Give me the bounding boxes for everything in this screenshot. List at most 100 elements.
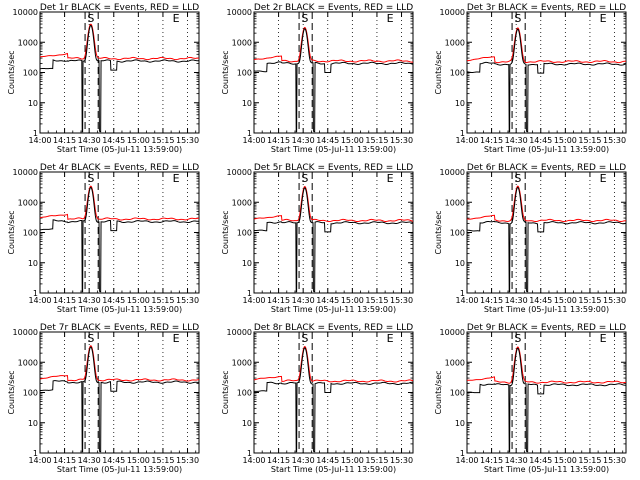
y-axis-label: Counts/sec [434, 50, 443, 94]
y-tick-label: 1 [460, 449, 465, 458]
x-tick-label: 15:15 [151, 136, 174, 145]
series-events-line [39, 24, 200, 133]
x-tick-label: 14:30 [292, 456, 315, 465]
series-events-line [466, 186, 627, 293]
y-tick-label: 10 [455, 99, 465, 108]
y-axis-label: Counts/sec [7, 210, 16, 254]
x-axis-label: Start Time (05-Jul-11 13:59:00) [271, 145, 396, 154]
panel-title: Det 3r BLACK = Events, RED = LLD [467, 3, 626, 13]
y-tick-label: 10000 [440, 328, 465, 337]
panel-det-1: Det 1r BLACK = Events, RED = LLD 1 10 100 10… [7, 3, 200, 154]
x-tick-label: 14:45 [316, 136, 339, 145]
series-lld-line [39, 345, 200, 382]
y-tick-label: 100 [23, 389, 38, 398]
plot-frame [39, 11, 200, 134]
y-tick-label: 10000 [440, 168, 465, 177]
series-events-line [466, 347, 627, 453]
marker-label: S [514, 172, 521, 185]
y-tick-label: 10 [28, 99, 38, 108]
marker-label: S [301, 172, 308, 185]
y-tick-label: 10 [28, 419, 38, 428]
x-tick-label: 14:00 [455, 296, 478, 305]
marker-label: E [600, 172, 607, 185]
marker-label: S [301, 12, 308, 25]
x-tick-label: 15:00 [127, 136, 150, 145]
x-tick-label: 15:15 [365, 296, 388, 305]
x-tick-label: 14:30 [78, 456, 101, 465]
panel-det-2: Det 2r BLACK = Events, RED = LLD 1 10 100 10… [221, 3, 414, 154]
series-lld-line [253, 26, 414, 63]
x-axis-label: Start Time (05-Jul-11 13:59:00) [57, 305, 182, 314]
x-tick-label: 15:00 [341, 296, 364, 305]
x-tick-label: 14:15 [267, 296, 290, 305]
x-tick-label: 14:00 [242, 296, 265, 305]
x-tick-label: 14:45 [316, 456, 339, 465]
x-tick-label: 15:15 [578, 136, 601, 145]
x-tick-label: 14:15 [53, 296, 76, 305]
panel-title: Det 2r BLACK = Events, RED = LLD [254, 3, 413, 13]
plot-frame [253, 331, 414, 454]
y-tick-label: 1 [33, 289, 38, 298]
y-tick-label: 1000 [232, 198, 252, 207]
x-axis-label: Start Time (05-Jul-11 13:59:00) [57, 145, 182, 154]
plot-frame [253, 11, 414, 134]
y-tick-label: 100 [450, 69, 465, 78]
x-tick-label: 14:15 [480, 136, 503, 145]
x-tick-label: 15:30 [176, 296, 199, 305]
y-tick-label: 10 [242, 99, 252, 108]
y-tick-label: 1 [460, 289, 465, 298]
y-tick-label: 100 [237, 389, 252, 398]
y-tick-label: 1000 [232, 358, 252, 367]
panel-title: Det 8r BLACK = Events, RED = LLD [254, 323, 413, 333]
y-tick-label: 100 [450, 229, 465, 238]
x-tick-label: 15:30 [390, 136, 413, 145]
panel-det-6: Det 6r BLACK = Events, RED = LLD 1 10 100 10… [434, 163, 627, 314]
y-axis-label: Counts/sec [7, 50, 16, 94]
x-tick-label: 15:00 [554, 456, 577, 465]
y-tick-label: 10 [28, 259, 38, 268]
x-tick-label: 14:15 [480, 296, 503, 305]
y-tick-label: 100 [237, 69, 252, 78]
y-axis-label: Counts/sec [221, 50, 230, 94]
panel-det-4: Det 4r BLACK = Events, RED = LLD 1 10 100 10… [7, 163, 200, 314]
y-tick-label: 10000 [13, 168, 38, 177]
y-tick-label: 1000 [445, 198, 465, 207]
x-axis-label: Start Time (05-Jul-11 13:59:00) [271, 465, 396, 474]
series-events-line [466, 28, 627, 133]
x-tick-label: 14:15 [267, 456, 290, 465]
panel-det-9: Det 9r BLACK = Events, RED = LLD 1 10 100 10… [434, 323, 627, 474]
y-tick-label: 10000 [440, 8, 465, 17]
y-tick-label: 1 [460, 129, 465, 138]
x-tick-label: 15:15 [151, 456, 174, 465]
x-tick-label: 14:00 [28, 456, 51, 465]
marker-label: E [387, 172, 394, 185]
panel-title: Det 1r BLACK = Events, RED = LLD [40, 3, 199, 13]
panel-title: Det 4r BLACK = Events, RED = LLD [40, 163, 199, 173]
x-tick-label: 14:30 [292, 136, 315, 145]
marker-label: E [600, 332, 607, 345]
x-tick-label: 14:45 [102, 456, 125, 465]
x-tick-label: 15:00 [127, 456, 150, 465]
series-events-line [253, 28, 414, 133]
y-tick-label: 1 [247, 449, 252, 458]
x-tick-label: 14:00 [455, 456, 478, 465]
y-tick-label: 1000 [445, 358, 465, 367]
x-tick-label: 14:30 [78, 296, 101, 305]
y-tick-label: 1000 [18, 38, 38, 47]
x-tick-label: 14:45 [529, 296, 552, 305]
marker-label: S [514, 12, 521, 25]
y-tick-label: 1 [33, 129, 38, 138]
x-tick-label: 14:00 [242, 136, 265, 145]
y-tick-label: 10 [242, 259, 252, 268]
x-tick-label: 15:15 [578, 296, 601, 305]
x-axis-label: Start Time (05-Jul-11 13:59:00) [484, 465, 609, 474]
y-tick-label: 10 [455, 419, 465, 428]
y-tick-label: 1000 [18, 198, 38, 207]
panel-title: Det 6r BLACK = Events, RED = LLD [467, 163, 626, 173]
panel-det-5: Det 5r BLACK = Events, RED = LLD 1 10 100 10… [221, 163, 414, 314]
y-tick-label: 10000 [227, 168, 252, 177]
x-tick-label: 14:45 [102, 136, 125, 145]
y-tick-label: 1 [247, 289, 252, 298]
y-axis-label: Counts/sec [434, 210, 443, 254]
x-tick-label: 14:30 [505, 296, 528, 305]
